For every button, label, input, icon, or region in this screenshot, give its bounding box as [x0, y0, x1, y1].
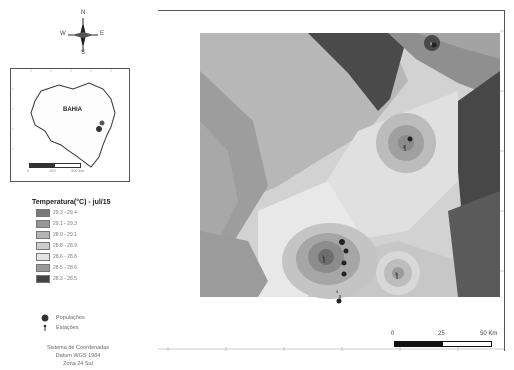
footer-coordinate-system: Sistema de Coordenadas: [46, 345, 110, 351]
population-markers: [336, 42, 437, 304]
legend-class-5: 28.6 - 28.8: [36, 253, 77, 261]
legend-class-7: 28.3 - 28.5: [36, 275, 77, 283]
point-label-5: 5: [430, 41, 433, 46]
legend-class-label: 29.1 - 29.3: [53, 221, 77, 227]
footer-zone: Zona 24 Sul: [63, 361, 93, 367]
compass-rose-icon: [68, 18, 98, 52]
legend-swatch: [36, 242, 50, 250]
legend-swatch: [36, 253, 50, 261]
legend-stations: Estações: [40, 323, 79, 333]
legend-class-3: 28.9 - 29.1: [36, 231, 77, 239]
station-markers: [323, 145, 406, 303]
legend-class-label: 28.3 - 28.5: [53, 276, 77, 282]
scalebar-25: 25: [438, 331, 445, 337]
legend-swatch: [36, 275, 50, 283]
scalebar-50: 50 Km: [480, 331, 498, 337]
footer-datum: Datum WGS 1984: [55, 353, 101, 359]
legend-class-label: 28.5 - 28.6: [53, 265, 77, 271]
legend-class-1: 29.3 - 29.4: [36, 209, 77, 217]
temperature-map: [158, 30, 504, 351]
scalebar-0: 0: [391, 331, 395, 337]
point-label-3: 3: [395, 271, 398, 276]
legend-class-2: 29.1 - 29.3: [36, 220, 77, 228]
legend-class-6: 28.5 - 28.6: [36, 264, 77, 272]
legend-class-label: 28.6 - 28.8: [53, 254, 77, 260]
legend-class-4: 28.8 - 28.9: [36, 242, 77, 250]
inset-map: BAHIA 0 150 300 km: [10, 68, 130, 182]
legend-population: Populações: [40, 313, 85, 323]
legend-class-label: 29.3 - 29.4: [53, 210, 77, 216]
legend-population-label: Populações: [56, 315, 85, 321]
inset-scalebar: [29, 163, 81, 168]
map-scalebar: [394, 341, 492, 347]
compass-n: N: [81, 10, 86, 16]
legend-swatch: [36, 209, 50, 217]
legend-title: Temperatura(°C) - jul/15: [32, 199, 111, 206]
legend-swatch: [36, 264, 50, 272]
point-label-1: 1: [322, 254, 325, 259]
compass-e: E: [100, 31, 105, 37]
inset-scale-300: 300 km: [71, 168, 85, 173]
legend-stations-label: Estações: [56, 325, 79, 331]
point-label-2: 2: [403, 144, 406, 149]
main-map-frame: 1 2 3 4 5 0 25 50 Km: [158, 10, 505, 351]
legend-swatch: [36, 231, 50, 239]
north-arrow: N S W E: [58, 10, 108, 58]
compass-w: W: [60, 31, 66, 37]
station-halos: [282, 35, 440, 299]
station-marker-icon: [43, 324, 47, 331]
population-dot-icon: [41, 314, 49, 322]
inset-state-label: BAHIA: [63, 107, 82, 113]
legend-swatch: [36, 220, 50, 228]
compass-s: S: [81, 50, 86, 56]
inset-scale-150: 150: [49, 168, 56, 173]
legend-class-label: 28.9 - 29.1: [53, 232, 77, 238]
inset-map-graphic: [11, 69, 116, 168]
legend-class-label: 28.8 - 28.9: [53, 243, 77, 249]
inset-scale-0: 0: [27, 168, 30, 173]
point-label-4: 4: [336, 289, 339, 294]
